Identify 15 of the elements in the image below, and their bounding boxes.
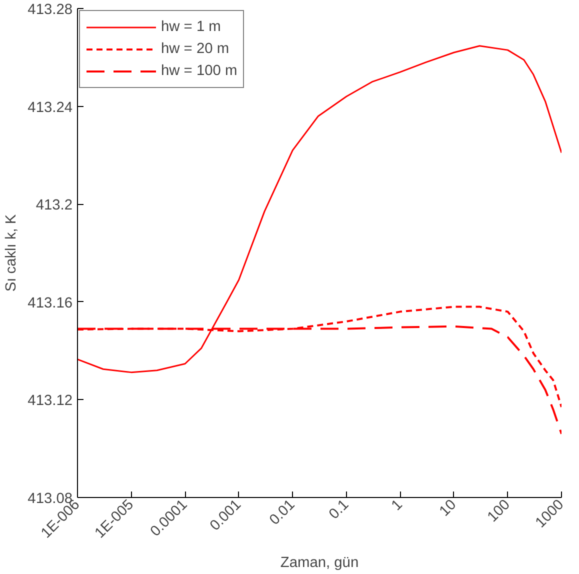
legend-label: hw = 1 m [161,19,221,35]
x-tick-label: 10 [436,496,460,520]
y-axis-title: Sı caklı k, K [4,214,20,292]
x-tick-label: 0.1 [326,496,352,523]
y-tick-label: 413.28 [28,2,72,18]
y-tick-label: 413.24 [28,100,72,116]
x-tick-label: 1 [388,496,406,514]
y-tick-label: 413.12 [28,393,72,410]
legend-label: hw = 20 m [161,41,230,57]
x-tick-label: 100 [484,496,514,526]
legend-label: hw = 100 m [161,63,238,79]
x-axis-title: Zaman, gün [280,555,359,572]
y-tick-label: 413.16 [28,295,72,312]
y-tick-label: 413.2 [36,198,73,214]
x-tick-label: 0.01 [266,496,298,528]
